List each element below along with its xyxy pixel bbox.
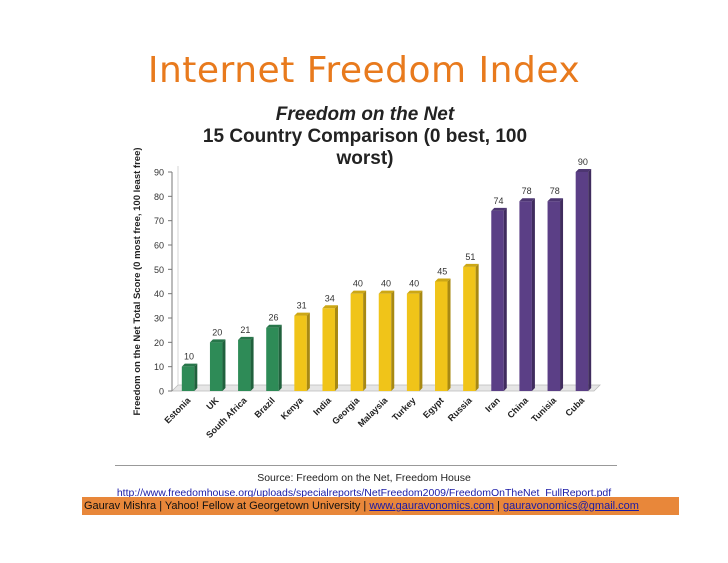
bar-chart: 0 10 20 30 40 50 60 70 80 90 Freedom on the Net To… xyxy=(132,147,601,440)
bar xyxy=(322,308,335,391)
data-label: 45 xyxy=(437,267,447,277)
y-tick-label: 10 xyxy=(154,362,164,372)
bar-top xyxy=(575,169,592,172)
bar-side xyxy=(194,363,198,391)
data-label: 20 xyxy=(212,327,222,337)
bar-side xyxy=(222,339,226,391)
x-tick-label: Turkey xyxy=(390,395,417,422)
y-tick-label: 60 xyxy=(154,241,164,251)
data-label: 10 xyxy=(184,352,194,362)
bar xyxy=(406,293,420,391)
data-label: 40 xyxy=(409,279,419,289)
bar-side xyxy=(447,278,451,391)
bar xyxy=(491,210,504,391)
bar-side xyxy=(475,263,479,391)
data-label: 40 xyxy=(381,279,391,289)
bar xyxy=(294,315,307,391)
x-tick-label: Iran xyxy=(483,395,502,414)
source-note: Source: Freedom on the Net, Freedom Hous… xyxy=(257,472,471,484)
bar-side xyxy=(588,169,592,391)
bar-side xyxy=(531,198,535,391)
data-label: 40 xyxy=(353,279,363,289)
bar-top xyxy=(519,198,535,202)
divider xyxy=(115,465,617,466)
bar xyxy=(547,201,561,391)
bar-top xyxy=(491,207,507,211)
y-tick-label: 50 xyxy=(154,265,164,275)
report-link[interactable]: http://www.freedomhouse.org/uploads/spec… xyxy=(116,487,612,499)
bar-side xyxy=(391,290,395,391)
bar-top xyxy=(463,263,479,267)
slide-title: Internet Freedom Index xyxy=(147,50,581,91)
bar-top xyxy=(547,198,564,202)
bar xyxy=(463,266,476,391)
bar-side xyxy=(363,290,367,391)
chart-subtitle: 15 Country Comparison (0 best, 100 worst… xyxy=(202,126,528,169)
data-label: 51 xyxy=(465,252,475,262)
x-tick-label: Kenya xyxy=(279,395,306,422)
x-tick-label: UK xyxy=(204,395,221,412)
bar-top xyxy=(350,290,367,294)
y-tick-label: 30 xyxy=(154,314,164,324)
bar xyxy=(181,366,195,391)
x-tick-label: Tunisia xyxy=(529,395,559,425)
x-tick-label: India xyxy=(311,395,334,418)
bar xyxy=(378,293,392,391)
y-tick-label: 20 xyxy=(154,338,164,348)
bar-side xyxy=(306,312,310,391)
bar-top xyxy=(435,278,451,282)
y-tick-label: 70 xyxy=(154,216,164,226)
bar-top xyxy=(294,312,310,316)
bar-top xyxy=(209,339,226,343)
y-tick-label: 0 xyxy=(159,387,164,397)
footer-author: Gaurav Mishra | Yahoo! Fellow at Georget… xyxy=(84,500,370,512)
website-link[interactable]: www.gauravonomics.com xyxy=(369,500,495,512)
bar-side xyxy=(560,198,564,391)
bar xyxy=(209,342,223,391)
bar xyxy=(519,201,532,391)
bar xyxy=(238,339,251,391)
bar xyxy=(350,293,364,391)
data-label: 90 xyxy=(578,157,588,167)
data-label: 78 xyxy=(550,186,560,196)
bar-top xyxy=(181,363,198,367)
x-tick-label: Brazil xyxy=(252,395,276,419)
y-tick-label: 80 xyxy=(154,192,164,202)
bar-top xyxy=(378,290,395,294)
bar-top xyxy=(266,324,282,328)
bar-side xyxy=(503,207,507,391)
footer-bar: Gaurav Mishra | Yahoo! Fellow at Georget… xyxy=(82,497,679,515)
data-label: 26 xyxy=(268,313,278,323)
data-label: 74 xyxy=(494,196,504,206)
footer-separator: | xyxy=(494,500,504,512)
bar-top xyxy=(322,305,338,309)
bar-side xyxy=(278,324,282,391)
bar xyxy=(575,172,589,391)
x-tick-label: Cuba xyxy=(563,395,587,419)
data-label: 31 xyxy=(297,301,307,311)
data-label: 78 xyxy=(522,186,532,196)
bar-side xyxy=(334,305,338,391)
x-tick-label: Malaysia xyxy=(356,395,390,429)
data-label: 21 xyxy=(240,325,250,335)
data-label: 34 xyxy=(325,293,335,303)
bar xyxy=(435,281,448,391)
bar-side xyxy=(419,290,423,391)
bar-side xyxy=(250,336,254,391)
bar-top xyxy=(238,336,254,340)
x-tick-label: Estonia xyxy=(162,395,193,426)
bar xyxy=(266,327,279,391)
chart-title: Freedom on the Net xyxy=(275,104,455,125)
y-tick-label: 90 xyxy=(154,168,164,178)
x-tick-label: Russia xyxy=(446,395,475,424)
email-link[interactable]: gauravonomics@gmail.com xyxy=(503,500,639,512)
y-tick-label: 40 xyxy=(154,289,164,299)
y-axis-label: Freedom on the Net Total Score (0 most f… xyxy=(132,147,143,415)
bar-top xyxy=(406,290,423,294)
x-tick-label: China xyxy=(505,395,530,420)
x-tick-label: Egypt xyxy=(421,395,446,420)
